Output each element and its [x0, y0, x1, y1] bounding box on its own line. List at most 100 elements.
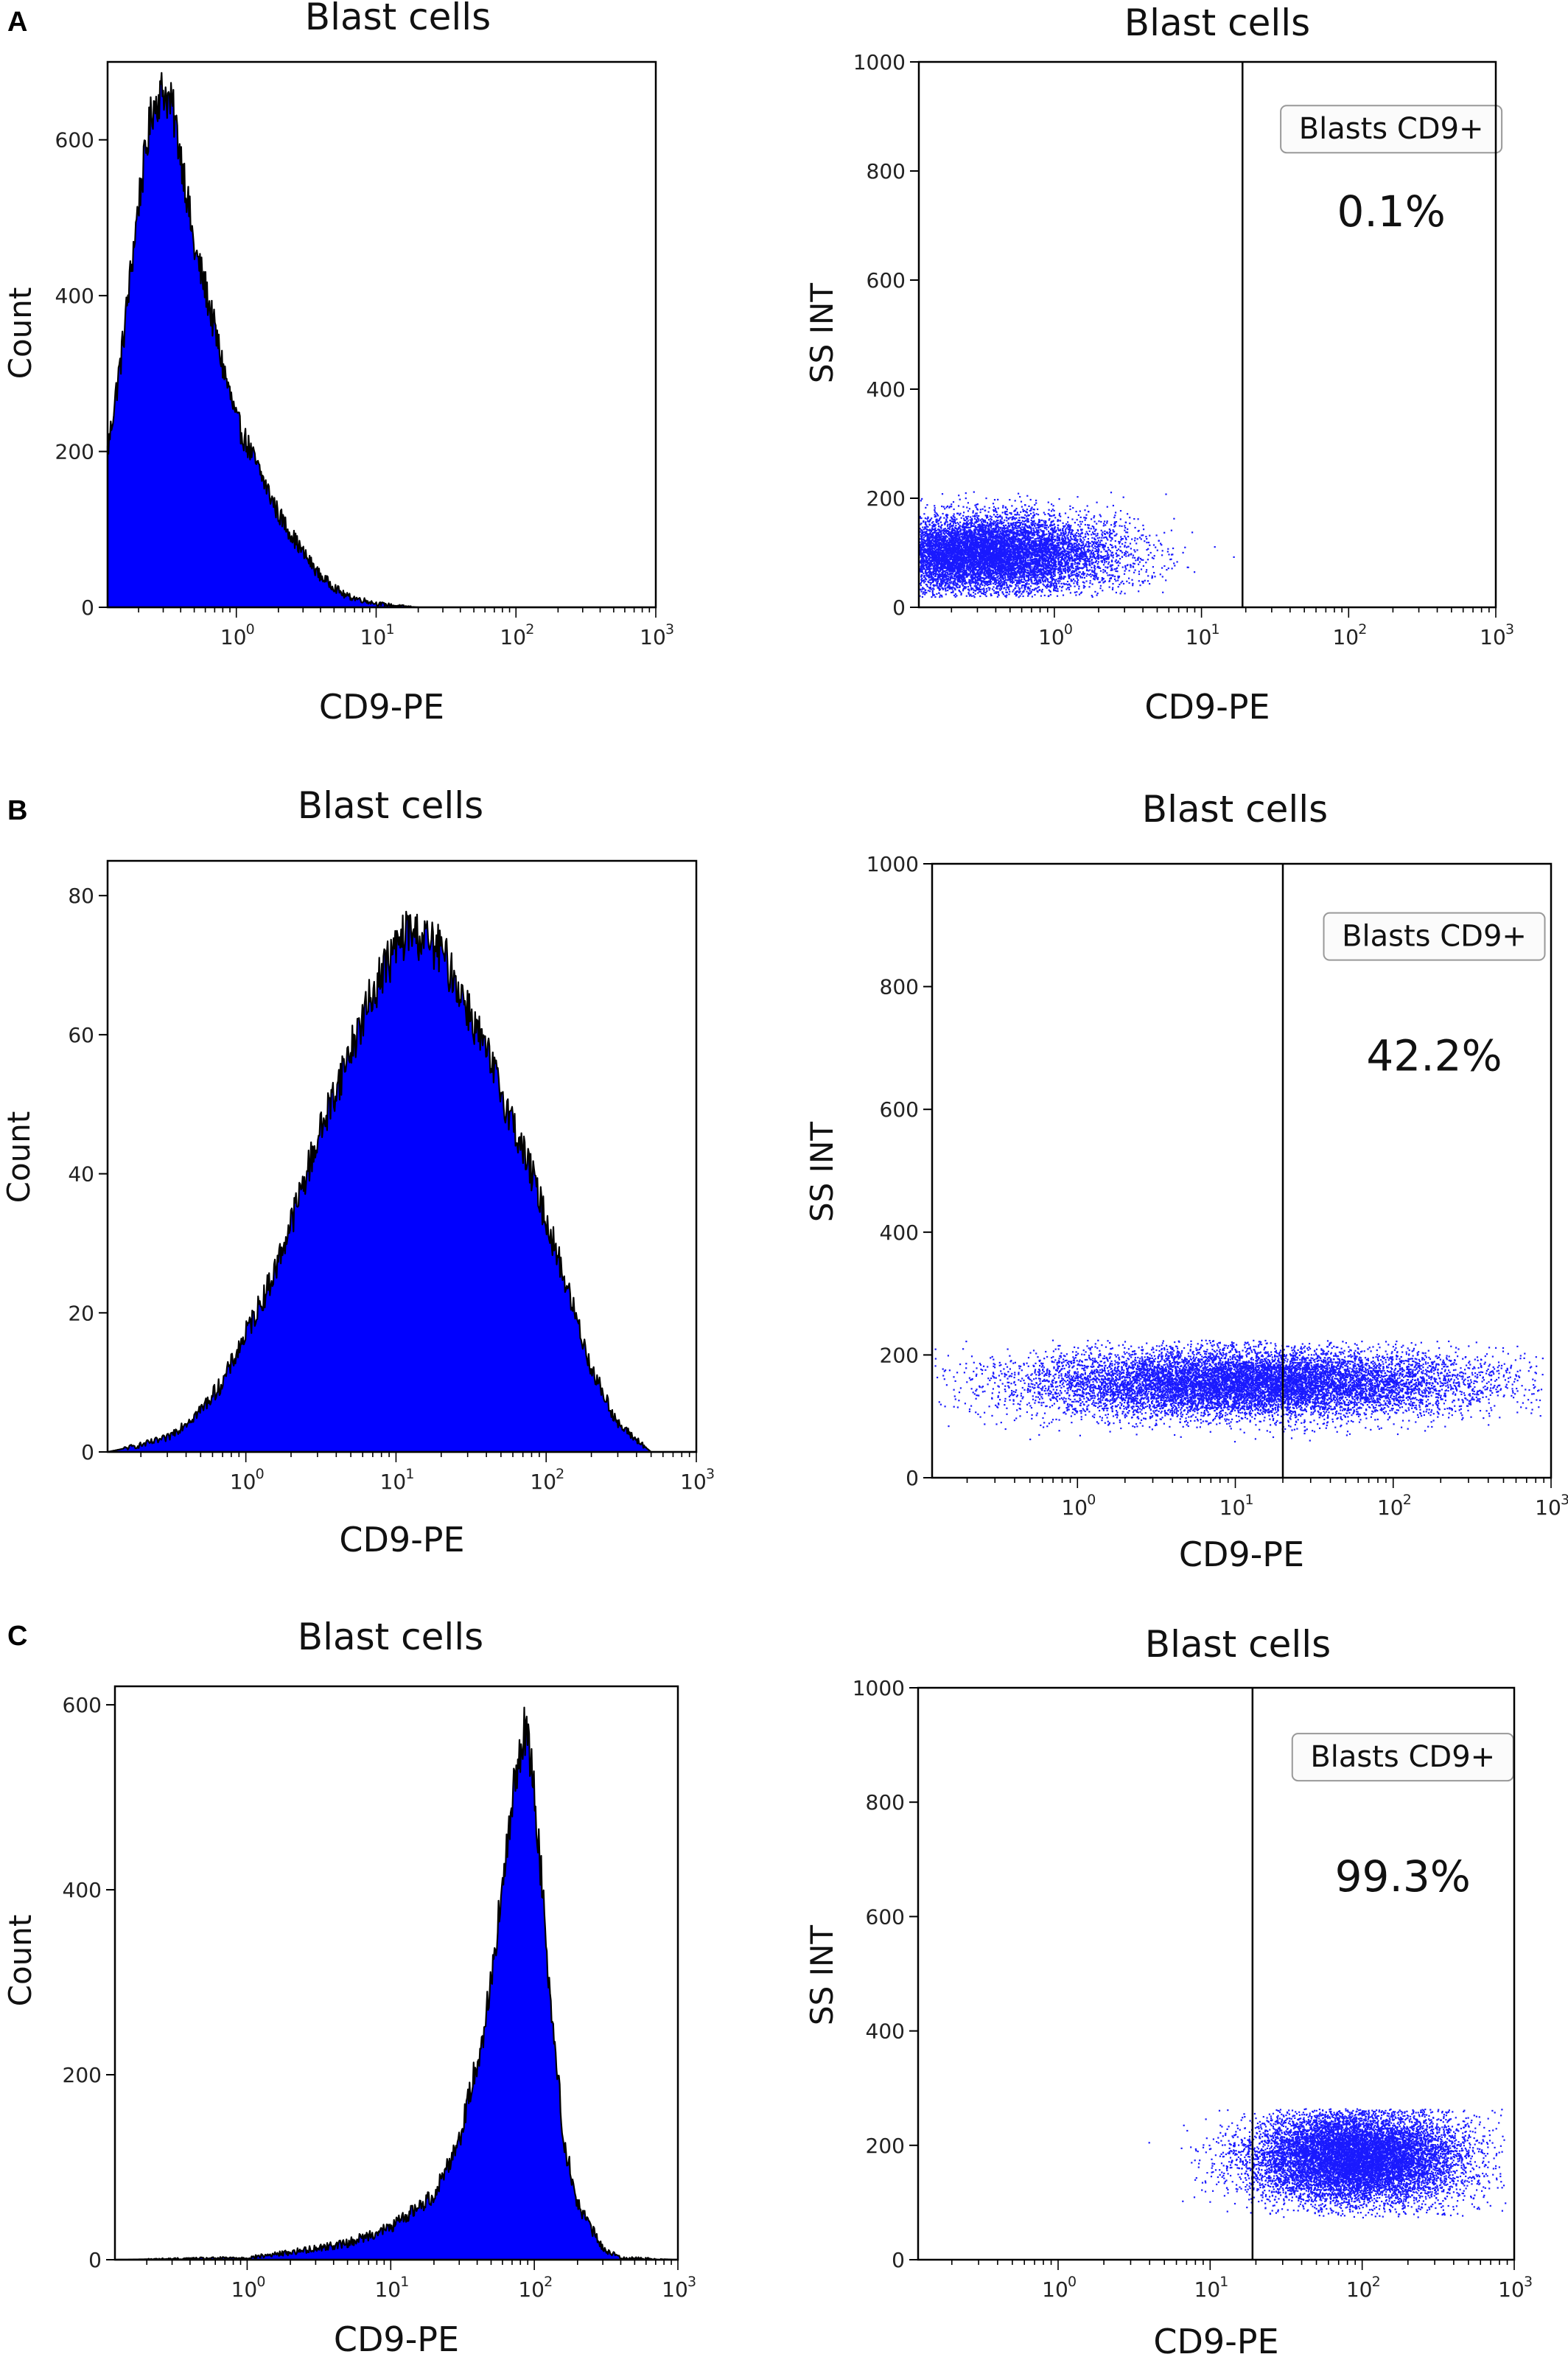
- scatter-point: [990, 574, 993, 576]
- scatter-point: [925, 579, 928, 581]
- scatter-point: [1011, 579, 1013, 581]
- scatter-point: [968, 531, 970, 533]
- scatter-point: [1123, 573, 1126, 575]
- scatter-point: [995, 582, 998, 584]
- scatter-point: [1163, 531, 1166, 534]
- scatter-point: [1045, 563, 1047, 565]
- scatter-point: [1044, 581, 1046, 583]
- scatter-point: [1026, 564, 1028, 566]
- scatter-point: [1132, 556, 1134, 559]
- panel-letter-b: B: [7, 795, 27, 826]
- scatter-point: [974, 504, 976, 506]
- scatter-point: [1057, 556, 1060, 559]
- scatter-point: [1037, 591, 1039, 593]
- scatter-point: [1050, 537, 1053, 539]
- scatter-point: [1068, 588, 1071, 590]
- scatter-point: [1106, 520, 1108, 523]
- scatter-point: [1001, 576, 1004, 578]
- scatter-point: [1114, 514, 1116, 517]
- scatter-point: [1055, 579, 1057, 581]
- scatter-point: [1019, 582, 1021, 584]
- scatter-point: [1038, 576, 1040, 579]
- scatter-point: [1067, 566, 1069, 568]
- scatter-point: [978, 524, 980, 526]
- scatter-point: [1038, 524, 1040, 526]
- scatter-point: [1101, 577, 1103, 579]
- scatter-point: [1071, 518, 1074, 520]
- scatter-point: [1023, 548, 1026, 550]
- scatter-point: [998, 577, 1001, 579]
- scatter-point: [1028, 538, 1031, 540]
- scatter-point: [1064, 565, 1066, 568]
- scatter-point: [938, 568, 940, 570]
- scatter-point: [1075, 570, 1077, 572]
- scatter-point: [946, 505, 949, 507]
- scatter-point: [989, 581, 991, 583]
- scatter-point: [1091, 595, 1093, 597]
- scatter-point: [1039, 573, 1041, 576]
- scatter-point: [1014, 579, 1016, 582]
- scatter-point: [934, 540, 936, 542]
- scatter-point: [1086, 567, 1088, 569]
- scatter-point: [1000, 537, 1002, 540]
- scatter-point: [959, 521, 962, 523]
- scatter-point: [1057, 533, 1059, 535]
- scatter-point: [1077, 533, 1079, 535]
- scatter-point: [1063, 548, 1066, 551]
- scatter-point: [1109, 550, 1112, 552]
- scatter-point: [1063, 583, 1065, 585]
- scatter-point: [935, 529, 937, 531]
- scatter-point: [961, 540, 963, 542]
- scatter-point: [1066, 584, 1069, 586]
- scatter-point: [1119, 518, 1121, 520]
- scatter-point: [989, 534, 991, 537]
- scatter-point: [1121, 542, 1124, 545]
- scatter-point: [957, 565, 959, 567]
- scatter-point: [1151, 576, 1153, 579]
- scatter-point: [1017, 537, 1019, 540]
- scatter-point: [1053, 573, 1055, 576]
- scatter-point: [965, 539, 967, 542]
- scatter-point: [932, 565, 934, 567]
- scatter-point: [1007, 527, 1009, 529]
- scatter-point: [983, 582, 985, 584]
- scatter-point: [1104, 580, 1106, 582]
- scatter-point: [994, 583, 996, 585]
- scatter-point: [1081, 554, 1083, 556]
- scatter-point: [1062, 585, 1064, 587]
- scatter-point: [960, 555, 962, 557]
- scatter-point: [1074, 570, 1077, 572]
- scatter-point: [925, 544, 928, 546]
- scatter-point: [1042, 562, 1045, 565]
- scatter-point: [1012, 540, 1015, 542]
- scatter-point: [936, 561, 938, 563]
- scatter-point: [1115, 546, 1117, 548]
- scatter-point: [924, 580, 926, 582]
- x-tick-exponent: 1: [385, 621, 394, 638]
- scatter-point: [1138, 561, 1141, 563]
- scatter-point: [1119, 525, 1121, 527]
- scatter-point: [1089, 580, 1091, 582]
- scatter-point: [1173, 517, 1175, 520]
- scatter-point: [995, 526, 998, 528]
- scatter-point: [995, 564, 997, 566]
- scatter-point: [1037, 525, 1039, 527]
- scatter-point: [1013, 524, 1015, 526]
- scatter-point: [1101, 556, 1103, 558]
- scatter-point: [1068, 568, 1070, 570]
- scatter-point: [1085, 551, 1088, 553]
- scatter-point: [976, 519, 978, 521]
- scatter-point: [1032, 574, 1035, 576]
- scatter-point: [1102, 531, 1104, 534]
- scatter-point: [1096, 541, 1099, 543]
- scatter-point: [1099, 584, 1102, 587]
- scatter-point: [1022, 591, 1024, 593]
- scatter-point: [1093, 545, 1096, 548]
- scatter-point: [1101, 537, 1103, 539]
- scatter-point: [1029, 570, 1032, 572]
- scatter-point: [1072, 579, 1075, 581]
- scatter-point: [1049, 514, 1051, 516]
- scatter-point: [1108, 579, 1111, 582]
- scatter-point: [1010, 585, 1012, 587]
- scatter-point: [1001, 516, 1003, 518]
